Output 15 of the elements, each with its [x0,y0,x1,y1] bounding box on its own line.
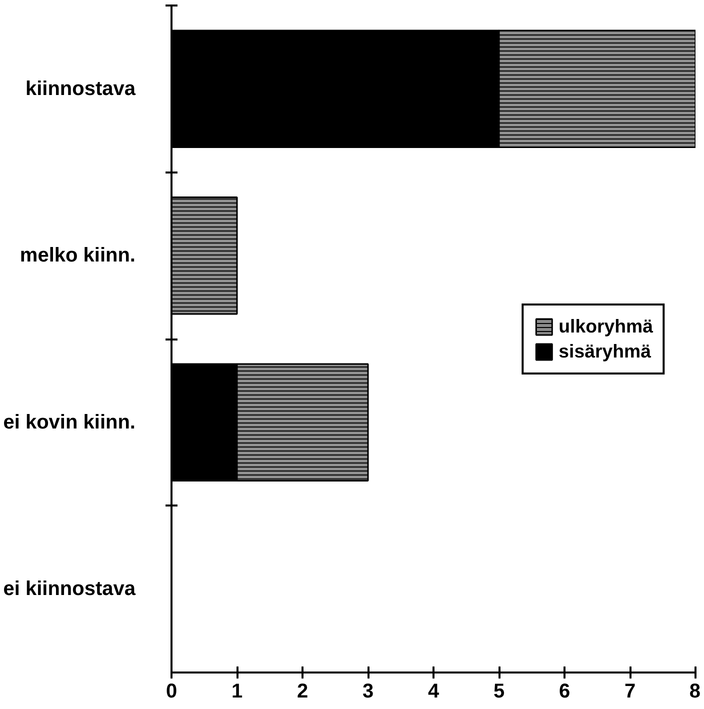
legend-label: sisäryhmä [558,340,651,362]
x-tick-label: 1 [231,680,243,702]
x-tick-label: 7 [624,680,636,702]
y-tick-label: kiinnostava [25,78,136,100]
y-tick-label: melko kiinn. [20,244,136,267]
x-tick-label: 8 [689,680,700,702]
x-tick-label: 6 [558,680,570,702]
legend-label: ulkoryhmä [558,315,653,337]
x-tick-label: 3 [362,680,374,702]
x-tick-label: 5 [493,680,505,702]
x-tick-label: 4 [428,680,440,702]
y-tick-label: ei kovin kiinn. [3,411,136,434]
y-tick-label: ei kiinnostava [3,578,136,600]
x-tick-label: 0 [166,680,178,702]
x-tick-label: 2 [296,680,308,702]
